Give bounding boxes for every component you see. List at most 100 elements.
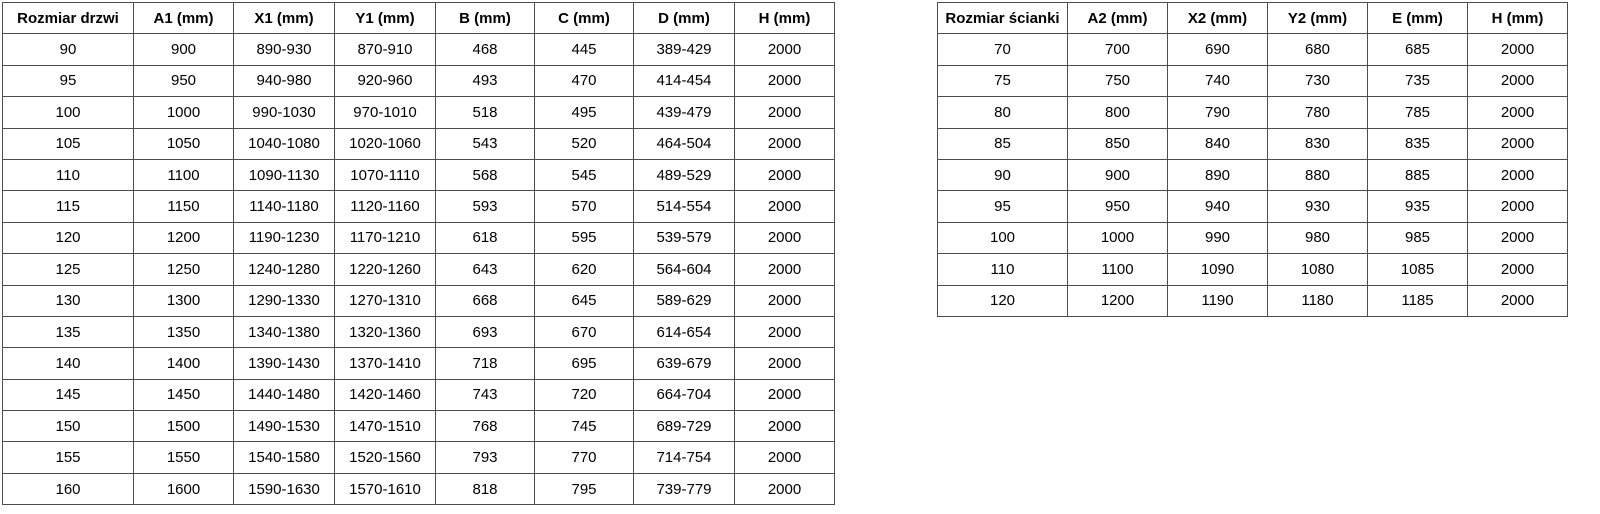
table-cell: 800 bbox=[1067, 96, 1168, 129]
table-cell: 1350 bbox=[133, 315, 234, 349]
table-cell: 140 bbox=[2, 347, 134, 380]
table-cell: 2000 bbox=[734, 96, 835, 129]
table-cell: 664-704 bbox=[633, 378, 735, 412]
table-cell: 90 bbox=[937, 158, 1068, 192]
table-cell: 668 bbox=[435, 284, 535, 317]
table-cell: 693 bbox=[435, 315, 535, 349]
table-cell: 2000 bbox=[734, 127, 835, 160]
table-cell: 793 bbox=[435, 441, 535, 474]
column-header: H (mm) bbox=[1467, 1, 1568, 35]
table-cell: 1020-1060 bbox=[334, 127, 436, 160]
table-cell: 770 bbox=[534, 441, 634, 474]
column-header: C (mm) bbox=[534, 1, 634, 35]
table-cell: 1170-1210 bbox=[334, 221, 436, 255]
table-cell: 985 bbox=[1367, 221, 1468, 255]
table-cell: 439-479 bbox=[633, 96, 735, 129]
table-cell: 1570-1610 bbox=[334, 472, 436, 506]
table-cell: 489-529 bbox=[633, 158, 735, 192]
table-cell: 940-980 bbox=[233, 64, 335, 98]
table-cell: 2000 bbox=[734, 221, 835, 255]
table-row: 160 1600 1590-1630 1570-1610 818 795 739-779 20… bbox=[2, 472, 835, 506]
table-row: 130 1300 1290-1330 1270-1310 668 645 589-629 20… bbox=[2, 284, 835, 317]
table-cell: 593 bbox=[435, 190, 535, 223]
table-cell: 935 bbox=[1367, 190, 1468, 223]
table-cell: 830 bbox=[1267, 127, 1368, 160]
table-cell: 1500 bbox=[133, 410, 234, 443]
table-cell: 1540-1580 bbox=[233, 441, 335, 474]
table-cell: 1150 bbox=[133, 190, 234, 223]
table-cell: 589-629 bbox=[633, 284, 735, 317]
column-header: Rozmiar drzwi bbox=[2, 1, 134, 35]
table-cell: 595 bbox=[534, 221, 634, 255]
table-cell: 2000 bbox=[1467, 253, 1568, 286]
table-row: 80 800 790 780 785 2000 bbox=[937, 96, 1568, 129]
table-cell: 568 bbox=[435, 158, 535, 192]
table-cell: 95 bbox=[937, 190, 1068, 223]
table-cell: 920-960 bbox=[334, 64, 436, 98]
table-cell: 2000 bbox=[1467, 33, 1568, 66]
wall-sizes-table: Rozmiar ścianki A2 (mm) X2 (mm) Y2 (mm) E (m… bbox=[937, 1, 1568, 317]
table-cell: 620 bbox=[534, 253, 634, 286]
table-cell: 670 bbox=[534, 315, 634, 349]
table-cell: 564-604 bbox=[633, 253, 735, 286]
table-cell: 514-554 bbox=[633, 190, 735, 223]
table-row: 110 1100 1090-1130 1070-1110 568 545 489-529 20… bbox=[2, 158, 835, 192]
column-header: X1 (mm) bbox=[233, 1, 335, 35]
table-cell: 160 bbox=[2, 472, 134, 506]
table-cell: 980 bbox=[1267, 221, 1368, 255]
table-cell: 1240-1280 bbox=[233, 253, 335, 286]
table-cell: 990-1030 bbox=[233, 96, 335, 129]
table-cell: 120 bbox=[937, 284, 1068, 317]
table-row: 120 1200 1190 1180 1185 2000 bbox=[937, 284, 1568, 317]
table-cell: 720 bbox=[534, 378, 634, 412]
table-row: 110 1100 1090 1080 1085 2000 bbox=[937, 253, 1568, 286]
table-cell: 990 bbox=[1167, 221, 1268, 255]
table-cell: 1250 bbox=[133, 253, 234, 286]
table-cell: 1370-1410 bbox=[334, 347, 436, 380]
table-cell: 685 bbox=[1367, 33, 1468, 66]
table-cell: 1085 bbox=[1367, 253, 1468, 286]
table-cell: 950 bbox=[1067, 190, 1168, 223]
table-cell: 1290-1330 bbox=[233, 284, 335, 317]
table-cell: 1590-1630 bbox=[233, 472, 335, 506]
table-cell: 1190 bbox=[1167, 284, 1268, 317]
table-cell: 100 bbox=[2, 96, 134, 129]
table-cell: 1450 bbox=[133, 378, 234, 412]
table-cell: 840 bbox=[1167, 127, 1268, 160]
table-cell: 780 bbox=[1267, 96, 1368, 129]
table-cell: 618 bbox=[435, 221, 535, 255]
table-cell: 130 bbox=[2, 284, 134, 317]
table-cell: 539-579 bbox=[633, 221, 735, 255]
header-row: Rozmiar drzwi A1 (mm) X1 (mm) Y1 (mm) B (mm)… bbox=[2, 1, 835, 35]
table-cell: 768 bbox=[435, 410, 535, 443]
table-cell: 90 bbox=[2, 33, 134, 66]
table-cell: 2000 bbox=[1467, 158, 1568, 192]
table-cell: 1185 bbox=[1367, 284, 1468, 317]
table-cell: 120 bbox=[2, 221, 134, 255]
table-cell: 1100 bbox=[133, 158, 234, 192]
column-header: Y2 (mm) bbox=[1267, 1, 1368, 35]
table-cell: 493 bbox=[435, 64, 535, 98]
table-cell: 700 bbox=[1067, 33, 1168, 66]
table-cell: 1140-1180 bbox=[233, 190, 335, 223]
table-cell: 890 bbox=[1167, 158, 1268, 192]
table-cell: 690 bbox=[1167, 33, 1268, 66]
table-row: 95 950 940-980 920-960 493 470 414-454 2000 bbox=[2, 64, 835, 98]
table-cell: 1320-1360 bbox=[334, 315, 436, 349]
column-header: B (mm) bbox=[435, 1, 535, 35]
table-cell: 900 bbox=[133, 33, 234, 66]
table-cell: 75 bbox=[937, 64, 1068, 98]
table-cell: 739-779 bbox=[633, 472, 735, 506]
table-cell: 1050 bbox=[133, 127, 234, 160]
table-cell: 1120-1160 bbox=[334, 190, 436, 223]
table-cell: 464-504 bbox=[633, 127, 735, 160]
table-cell: 2000 bbox=[734, 378, 835, 412]
column-header: A1 (mm) bbox=[133, 1, 234, 35]
column-header: Y1 (mm) bbox=[334, 1, 436, 35]
table-cell: 2000 bbox=[734, 64, 835, 98]
table-cell: 1200 bbox=[133, 221, 234, 255]
table-cell: 885 bbox=[1367, 158, 1468, 192]
table-cell: 1550 bbox=[133, 441, 234, 474]
table-cell: 835 bbox=[1367, 127, 1468, 160]
table-cell: 870-910 bbox=[334, 33, 436, 66]
